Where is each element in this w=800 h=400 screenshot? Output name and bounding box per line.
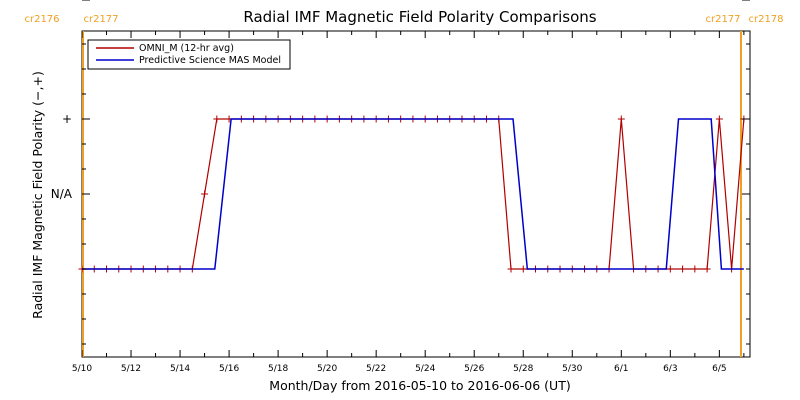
cr-right-2: cr2178 [748,14,783,25]
x-tick-label: 5/26 [464,364,484,374]
legend-label-omni: OMNI_M (12-hr avg) [139,43,234,54]
cr-left-2: cr2177 [83,14,118,25]
x-axis-ticks: 5/10 5/12 5/14 5/16 5/18 5/20 5/22 5/24 5/26 5/28… [72,31,745,374]
x-tick-label: 6/1 [614,364,628,374]
omni-point [201,190,209,198]
x-tick-label: 5/20 [317,364,337,374]
x-tick-label: 5/28 [513,364,533,374]
x-tick-label: 5/22 [366,364,386,374]
cr-left-1: cr2176 [24,14,59,25]
omni-point [617,115,625,123]
omni-point [691,265,699,273]
legend-label-model: Predictive Science MAS Model [139,55,281,66]
y-tick-label: + [62,112,72,126]
omni-point [679,265,687,273]
omni-point [519,265,527,273]
legend: OMNI_M (12-hr avg) Predictive Science MA… [87,39,291,70]
x-tick-label: 6/3 [663,364,677,374]
x-tick-label: 5/10 [72,364,92,374]
y-tick-label: − [62,0,72,3]
x-axis-label: Month/Day from 2016-05-10 to 2016-06-06 … [269,378,570,393]
x-tick-label: 5/30 [562,364,582,374]
omni-series-line [82,118,745,270]
x-tick-label: 6/5 [712,364,726,374]
omni-point [715,115,723,123]
omni-point [666,265,674,273]
x-tick-label: 5/18 [268,364,288,374]
y-axis-ticks: − N/A + [51,0,750,345]
omni-point [213,115,221,123]
x-tick-label: 5/14 [170,364,190,374]
y-axis-label: Radial IMF Magnetic Field Polarity (−,+) [30,71,45,319]
y-tick-label: N/A [51,187,73,201]
x-tick-label: 5/24 [415,364,435,374]
plot-area [78,30,751,358]
x-tick-label: 5/16 [219,364,239,374]
legend-box [87,39,291,70]
chart-title: Radial IMF Magnetic Field Polarity Compa… [243,8,596,26]
plot-frame [81,30,751,358]
omni-point [703,265,711,273]
omni-point [507,265,515,273]
cr-right-1: cr2177 [705,14,740,25]
model-series-line [82,118,744,270]
x-tick-label: 5/12 [121,364,141,374]
